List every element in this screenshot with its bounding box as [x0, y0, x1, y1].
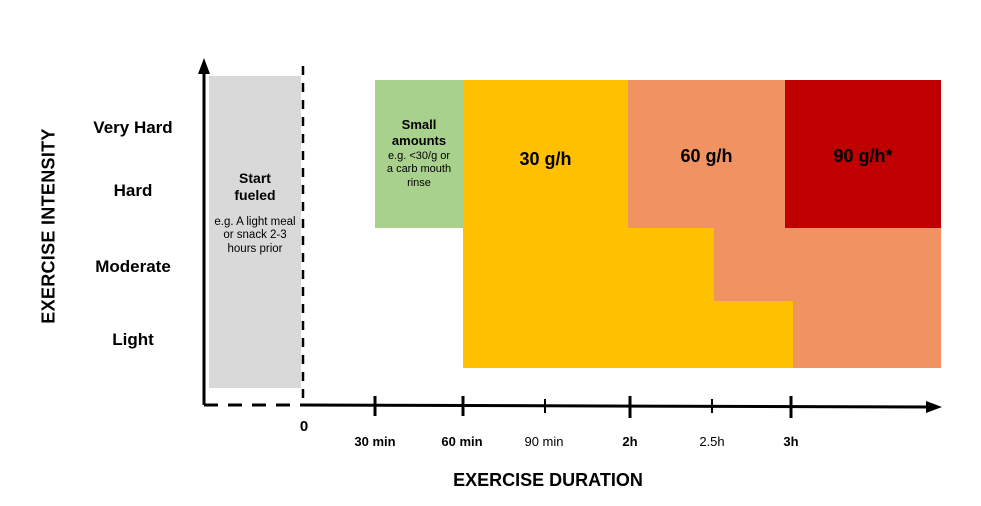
tick-label-3h: 3h [783, 434, 799, 449]
tick-label-2-5h: 2.5h [699, 434, 725, 449]
level-light: Light [112, 330, 154, 349]
x-axis-line [299, 403, 931, 409]
rate-60-label: 60 g/h [680, 146, 733, 166]
small-amounts-zone [375, 80, 463, 228]
rate-30-label: 30 g/h [519, 149, 572, 169]
small-zone-detail: e.g. <30/g or a carb mouth rinse [386, 150, 452, 189]
pre-zone-detail: e.g. A light meal or snack 2-3 hours pri… [214, 215, 296, 256]
tick-label-60min: 60 min [441, 434, 483, 449]
small-zone-title: Small amounts [391, 117, 447, 148]
tick-label-90min: 90 min [524, 434, 564, 449]
level-hard: Hard [113, 181, 153, 200]
pre-exercise-zone [209, 76, 301, 388]
tick-label-2h: 2h [622, 434, 638, 449]
level-very-hard: Very Hard [93, 118, 173, 137]
rate-90-zone [785, 80, 941, 228]
rate-60-zone [628, 80, 941, 368]
small-zone-text: Small amounts e.g. <30/g or a carb mouth… [375, 117, 463, 190]
pre-zone-text: Start fueled e.g. A light meal or snack … [209, 170, 301, 257]
x-axis-arrow [926, 401, 942, 413]
pre-zone-title: Start fueled [234, 170, 276, 203]
level-moderate: Moderate [95, 257, 171, 276]
tick-label-30min: 30 min [354, 434, 396, 449]
rate-90-label: 90 g/h* [833, 146, 893, 166]
y-axis-arrow [198, 58, 210, 74]
tick-label-0: 0 [299, 418, 309, 435]
x-axis-title: EXERCISE DURATION [453, 470, 643, 490]
y-axis-title: EXERCISE INTENSITY [38, 128, 59, 324]
